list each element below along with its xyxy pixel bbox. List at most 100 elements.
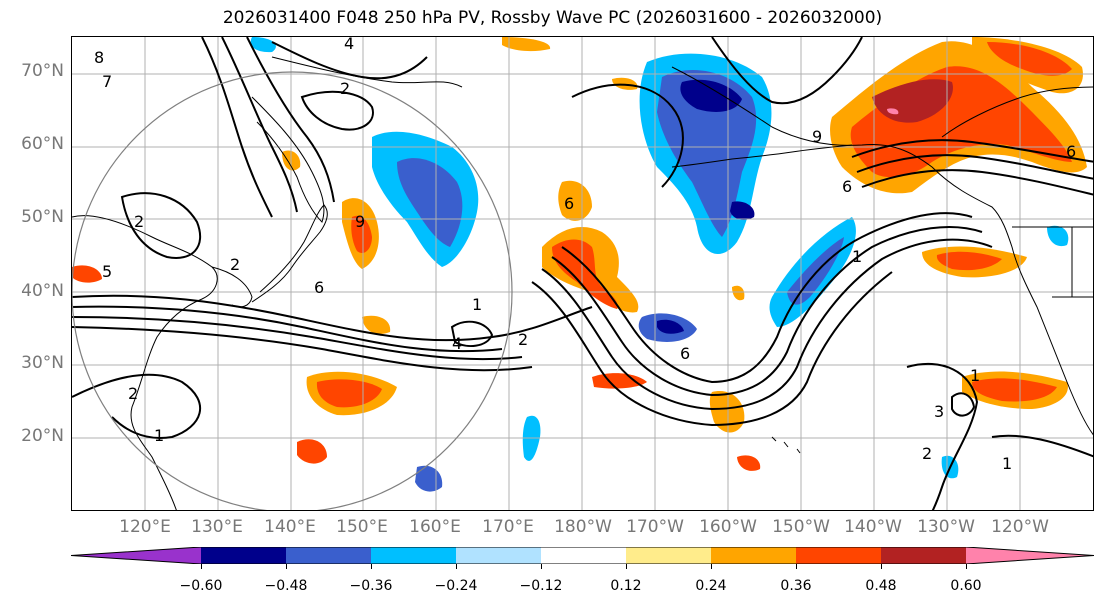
colorbar-tickmark <box>371 564 372 569</box>
coast-kamchatka <box>251 96 325 223</box>
pos-anomaly-west <box>72 265 102 283</box>
contour-label: 1 <box>472 295 482 314</box>
pos-anomaly-subtrop-3 <box>362 315 391 335</box>
contour-label: 2 <box>134 212 144 231</box>
pv-contour <box>72 373 202 439</box>
colorbar-tickmark <box>201 564 202 569</box>
neg-anomaly-small-3 <box>1047 225 1069 247</box>
contour-label: 1 <box>970 366 980 385</box>
lon-label-120e: 120°E <box>119 517 171 537</box>
contour-label: 2 <box>922 444 932 463</box>
coast-siberia <box>271 56 463 88</box>
neg-anomaly-aleutian-core <box>657 69 757 237</box>
contour-label: 9 <box>812 127 822 146</box>
colorbar-tick-label: −0.48 <box>264 578 308 594</box>
colorbar-segment-10 <box>966 547 1094 564</box>
lon-label-140e: 140°E <box>264 517 316 537</box>
colorbar-tickmark <box>456 564 457 569</box>
colorbar-segment-4 <box>456 547 541 564</box>
lon-label-150e: 150°E <box>336 517 388 537</box>
colorbar-svg <box>71 547 1094 564</box>
pv-contour <box>861 169 1093 196</box>
colorbar-segment-3 <box>371 547 456 564</box>
pos-anomaly-subtrop-7-strong <box>936 251 1002 271</box>
pv-contour <box>72 294 593 342</box>
contour-label: 2 <box>128 384 138 403</box>
colorbar <box>71 547 1094 564</box>
pv-contour <box>851 139 1093 163</box>
colorbar-tickmark <box>541 564 542 569</box>
pv-contour <box>541 238 993 411</box>
pos-anomaly-baja-strong <box>972 378 1057 402</box>
pv-contour <box>72 305 503 353</box>
colorbar-segment-1 <box>201 547 286 564</box>
pv-contour <box>300 90 374 131</box>
lon-label-130w: 130°W <box>917 517 975 537</box>
neg-anomaly-ne-asia-core <box>397 158 463 247</box>
lon-label-140w: 140°W <box>844 517 902 537</box>
lat-label-30n: 30°N <box>21 353 64 373</box>
anomaly-fills <box>72 37 1087 492</box>
colorbar-segment-6 <box>626 547 711 564</box>
pv-contour <box>531 271 893 427</box>
neg-anomaly-subtropical-core <box>657 319 684 334</box>
lon-label-170w: 170°W <box>626 517 684 537</box>
pv-contours <box>72 37 1093 510</box>
contour-label: 2 <box>340 79 350 98</box>
colorbar-segment-0 <box>71 547 201 564</box>
colorbar-tickmark <box>711 564 712 569</box>
contour-label: 6 <box>564 194 574 213</box>
contour-label: 4 <box>344 37 354 53</box>
contour-label: 2 <box>230 255 240 274</box>
colorbar-tick-label: −0.60 <box>179 578 223 594</box>
contour-label-layer: 8 7 4 2 2 2 6 1 2 4 5 6 6 6 1 2 3 1 1 2 … <box>94 37 1076 473</box>
contour-label: 6 <box>842 177 852 196</box>
pv-contour <box>271 41 428 80</box>
contour-label: 1 <box>852 247 862 266</box>
lon-label-180w: 180°W <box>554 517 612 537</box>
colorbar-tickmark <box>881 564 882 569</box>
contour-label: 6 <box>1066 142 1076 161</box>
map-canvas: 8 7 4 2 2 2 6 1 2 4 5 6 6 6 1 2 3 1 1 2 … <box>72 37 1093 510</box>
pos-anomaly-subtrop-6 <box>737 455 761 471</box>
pv-contour <box>201 37 273 218</box>
pv-contour <box>711 37 863 105</box>
graticule <box>72 37 1093 510</box>
colorbar-tick-label: −0.36 <box>349 578 393 594</box>
map-panel[interactable]: 8 7 4 2 2 2 6 1 2 4 5 6 6 6 1 2 3 1 1 2 … <box>71 36 1094 511</box>
coast-border <box>1012 226 1093 298</box>
pos-anomaly-canada-east-strong <box>987 42 1072 76</box>
pos-anomaly-subtrop-5 <box>709 391 745 433</box>
pv-contour <box>856 154 1093 180</box>
pos-anomaly-japan-strong <box>351 215 372 254</box>
neg-anomaly-aleutian-max <box>680 79 742 112</box>
pv-contour <box>72 326 533 372</box>
contour-label: 9 <box>355 212 365 231</box>
contour-label: 4 <box>452 334 462 353</box>
contour-label: 1 <box>154 426 164 445</box>
lat-label-20n: 20°N <box>21 426 64 446</box>
coastlines <box>72 56 1093 510</box>
lon-label-160w: 160°W <box>699 517 757 537</box>
colorbar-segment-8 <box>796 547 881 564</box>
colorbar-tickmark <box>286 564 287 569</box>
pv-contour <box>906 362 979 510</box>
pos-anomaly-alaska-ext <box>887 108 899 115</box>
coast-japan <box>251 204 328 303</box>
pos-anomaly-subtrop-2 <box>297 439 327 464</box>
colorbar-tick-label: −0.12 <box>519 578 563 594</box>
lat-label-70n: 70°N <box>21 61 64 81</box>
colorbar-tickmark <box>626 564 627 569</box>
pv-contour <box>120 192 202 259</box>
pv-contour <box>246 37 335 203</box>
pv-contour <box>551 226 983 397</box>
coast-alaska <box>671 66 1093 436</box>
colorbar-segment-5 <box>541 547 626 564</box>
colorbar-tick-label: 0.12 <box>610 578 642 594</box>
colorbar-tick-label: 0.36 <box>780 578 812 594</box>
lon-label-170e: 170°E <box>482 517 534 537</box>
lat-label-40n: 40°N <box>21 281 64 301</box>
map-title: 2026031400 F048 250 hPa PV, Rossby Wave … <box>222 8 883 28</box>
colorbar-segment-9 <box>881 547 966 564</box>
pos-anomaly-aleutian-north <box>502 37 551 52</box>
